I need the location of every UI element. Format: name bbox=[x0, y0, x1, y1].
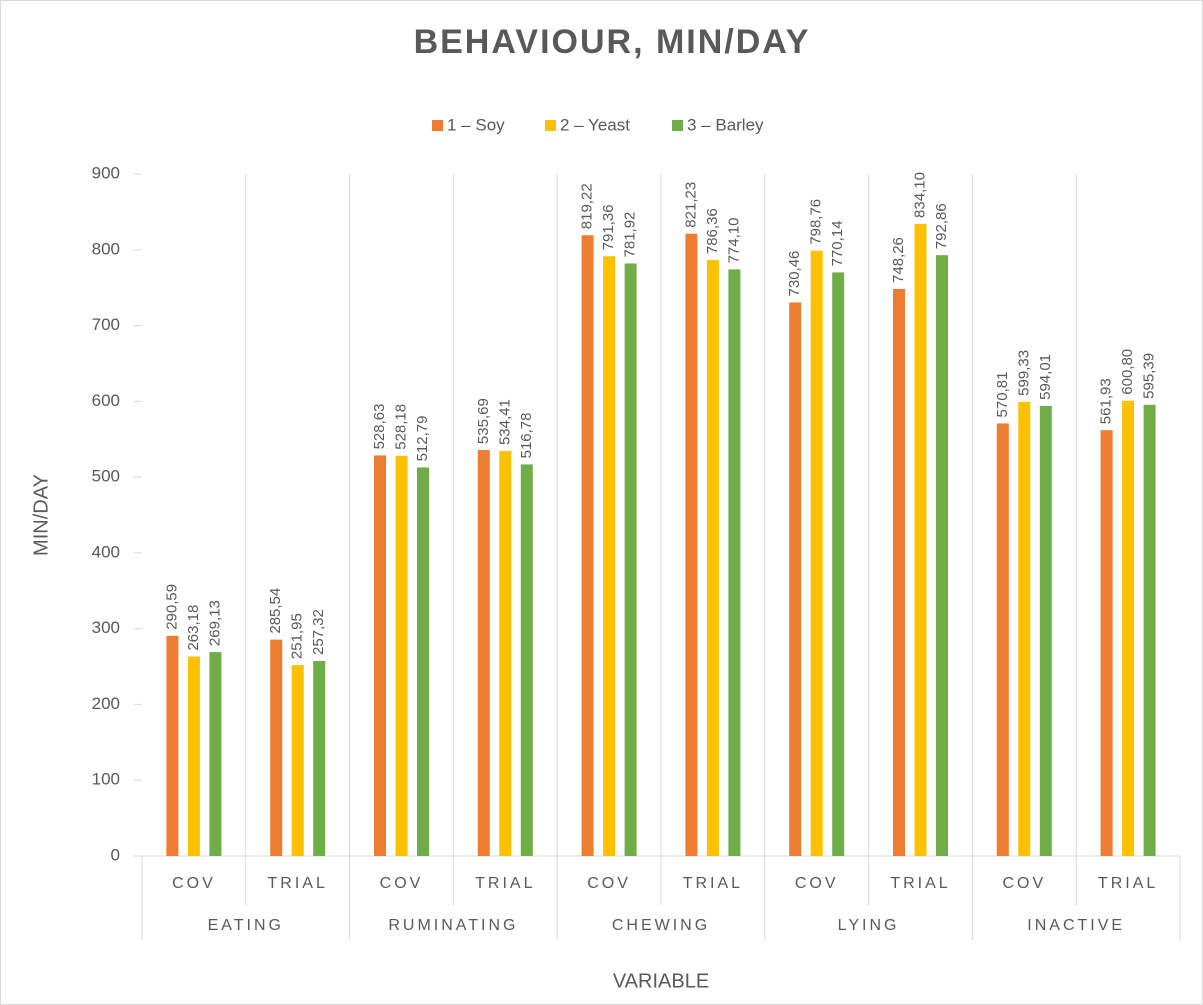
group-label: LYING bbox=[838, 917, 900, 934]
bar bbox=[893, 288, 905, 856]
legend-label: 2 – Yeast bbox=[560, 115, 630, 134]
x-tick-label: COV bbox=[587, 875, 631, 892]
y-tick-label: 800 bbox=[92, 239, 120, 258]
bar bbox=[832, 272, 845, 856]
bar bbox=[166, 635, 179, 856]
data-label: 528,63 bbox=[371, 404, 388, 450]
legend-swatch bbox=[672, 120, 683, 131]
data-label: 792,86 bbox=[933, 203, 950, 249]
bar bbox=[395, 455, 408, 856]
data-label: 821,23 bbox=[682, 182, 699, 228]
data-label: 528,18 bbox=[392, 404, 409, 450]
bar bbox=[581, 235, 594, 857]
bar bbox=[291, 665, 304, 856]
bar bbox=[1018, 401, 1031, 856]
data-label: 570,81 bbox=[994, 372, 1011, 418]
y-axis-title: MIN/DAY bbox=[30, 474, 52, 556]
bar bbox=[914, 223, 927, 856]
data-label: 786,36 bbox=[704, 208, 721, 254]
y-tick-label: 700 bbox=[92, 315, 120, 334]
data-label: 770,14 bbox=[829, 221, 846, 267]
data-label: 512,79 bbox=[414, 416, 431, 462]
group-label: CHEWING bbox=[612, 917, 710, 934]
y-tick-label: 600 bbox=[92, 391, 120, 410]
bar bbox=[685, 233, 698, 856]
data-label: 269,13 bbox=[206, 600, 223, 646]
data-label: 290,59 bbox=[163, 584, 180, 630]
bar bbox=[1122, 400, 1135, 856]
bar bbox=[996, 423, 1009, 856]
data-label: 791,36 bbox=[600, 204, 617, 250]
legend-label: 1 – Soy bbox=[447, 115, 505, 134]
data-label: 599,33 bbox=[1015, 350, 1032, 396]
group-label: RUMINATING bbox=[388, 917, 518, 934]
data-label: 819,22 bbox=[579, 183, 596, 229]
group-label: INACTIVE bbox=[1027, 917, 1125, 934]
data-label: 834,10 bbox=[911, 172, 928, 218]
data-label: 285,54 bbox=[267, 588, 284, 634]
y-tick-label: 200 bbox=[92, 694, 120, 713]
bar bbox=[1143, 404, 1156, 856]
legend-label: 3 – Barley bbox=[687, 115, 764, 134]
data-label: 251,95 bbox=[289, 613, 306, 659]
bar bbox=[270, 639, 283, 856]
bar bbox=[624, 263, 637, 856]
x-tick-label: COV bbox=[795, 875, 839, 892]
y-tick-label: 400 bbox=[92, 542, 120, 561]
data-label: 798,76 bbox=[808, 199, 825, 245]
x-tick-label: TRIAL bbox=[268, 875, 328, 892]
bar bbox=[313, 661, 326, 856]
y-tick-label: 100 bbox=[92, 770, 120, 789]
data-label: 257,32 bbox=[310, 609, 327, 655]
x-tick-label: TRIAL bbox=[1098, 875, 1158, 892]
bar bbox=[728, 269, 741, 856]
x-tick-label: TRIAL bbox=[475, 875, 535, 892]
data-label: 774,10 bbox=[725, 218, 742, 264]
data-label: 263,18 bbox=[185, 605, 202, 651]
bar bbox=[706, 260, 719, 856]
data-label: 534,41 bbox=[496, 399, 513, 445]
x-tick-label: COV bbox=[172, 875, 216, 892]
y-tick-label: 300 bbox=[92, 618, 120, 637]
data-label: 600,80 bbox=[1119, 349, 1136, 395]
group-label: EATING bbox=[208, 917, 284, 934]
x-tick-label: TRIAL bbox=[683, 875, 743, 892]
data-label: 594,01 bbox=[1037, 354, 1054, 400]
bar bbox=[810, 250, 823, 857]
data-label: 595,39 bbox=[1141, 353, 1158, 399]
bar bbox=[477, 450, 490, 856]
bar bbox=[1100, 430, 1113, 856]
bar bbox=[187, 656, 200, 856]
bar bbox=[374, 455, 386, 856]
bar bbox=[209, 652, 222, 856]
legend-swatch bbox=[432, 120, 443, 131]
data-label: 781,92 bbox=[622, 212, 639, 258]
y-tick-label: 500 bbox=[92, 467, 120, 486]
data-label: 561,93 bbox=[1098, 378, 1115, 424]
x-tick-label: TRIAL bbox=[890, 875, 950, 892]
data-label: 516,78 bbox=[518, 413, 535, 459]
bar bbox=[520, 464, 533, 856]
data-label: 730,46 bbox=[786, 251, 803, 297]
data-label: 535,69 bbox=[475, 398, 492, 444]
bar bbox=[789, 302, 802, 856]
y-tick-label: 0 bbox=[111, 845, 120, 864]
x-tick-label: COV bbox=[1002, 875, 1046, 892]
y-tick-label: 900 bbox=[92, 163, 120, 182]
bar bbox=[1039, 405, 1052, 856]
bar bbox=[417, 467, 429, 856]
legend-swatch bbox=[545, 120, 556, 131]
bar bbox=[499, 451, 512, 856]
chart-title: BEHAVIOUR, MIN/DAY bbox=[414, 23, 811, 61]
bar bbox=[936, 255, 948, 857]
x-axis-title: VARIABLE bbox=[613, 970, 709, 992]
bar bbox=[603, 256, 616, 857]
data-label: 748,26 bbox=[890, 237, 907, 283]
x-tick-label: COV bbox=[380, 875, 424, 892]
